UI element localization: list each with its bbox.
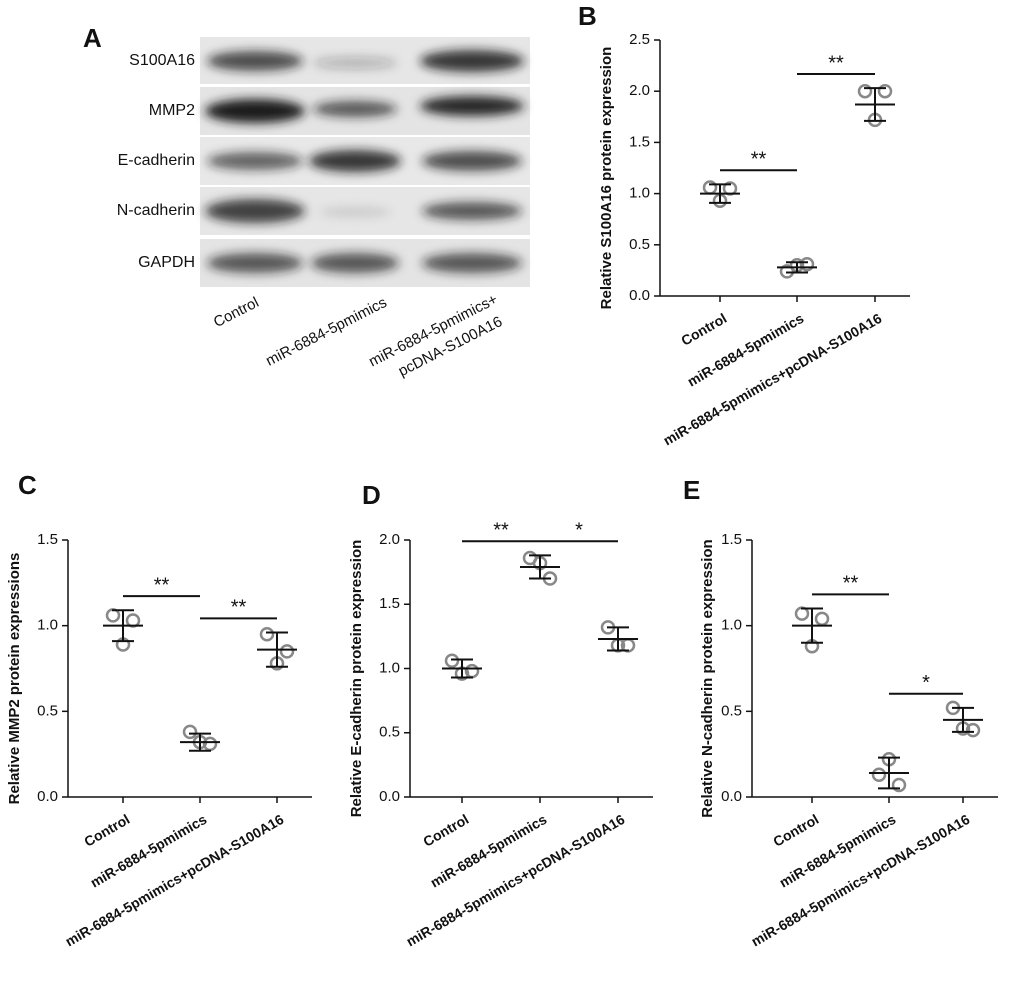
significance-label: ** (154, 574, 170, 596)
y-tick-label: 0.5 (721, 702, 742, 719)
data-point (444, 653, 460, 669)
band (207, 152, 303, 170)
band (207, 253, 303, 273)
row-label: S100A16 (129, 52, 195, 69)
data-point (279, 644, 295, 659)
significance-label: ** (843, 573, 859, 595)
y-tick-label: 2.0 (379, 531, 400, 548)
band (420, 96, 524, 116)
lane-label: Control (211, 294, 262, 331)
error-bar (786, 261, 808, 274)
row-label: GAPDH (138, 254, 195, 271)
significance-label: ** (828, 52, 844, 74)
y-axis-label: Relative MMP2 protein expressions (6, 553, 23, 805)
y-tick-label: 0.5 (379, 724, 400, 741)
band (422, 151, 522, 171)
y-tick-label: 0.0 (721, 788, 742, 805)
band (313, 101, 397, 117)
error-bar (878, 756, 900, 790)
significance-label: ** (231, 597, 247, 619)
band (205, 99, 305, 123)
y-tick-label: 0.5 (37, 702, 58, 719)
y-tick-label: 1.5 (37, 531, 58, 548)
error-bar (189, 732, 211, 752)
row-label: N-cadherin (117, 202, 195, 219)
data-point (871, 767, 887, 782)
x-tick-label: Control (81, 811, 132, 850)
error-bar (529, 554, 551, 580)
band (309, 150, 401, 172)
y-tick-label: 0.5 (629, 236, 650, 253)
band (422, 253, 522, 273)
data-point (259, 626, 275, 642)
significance-label: * (922, 672, 930, 694)
y-tick-label: 2.0 (629, 82, 650, 99)
error-bar (801, 607, 823, 644)
x-tick-label: Control (420, 811, 471, 850)
row-label: E-cadherin (118, 152, 195, 169)
y-axis-label: Relative E-cadherin protein expression (348, 540, 365, 818)
panel-label: A (83, 23, 102, 53)
x-tick-label: Control (678, 310, 729, 349)
significance-label: ** (751, 149, 767, 171)
band (207, 51, 303, 71)
error-bar (952, 706, 974, 733)
panel-label: E (683, 475, 700, 505)
y-tick-label: 1.5 (629, 133, 650, 150)
row-label: MMP2 (149, 102, 195, 119)
significance-label: ** (493, 520, 509, 542)
band (422, 202, 522, 220)
y-axis-label: Relative S100A16 protein expression (598, 47, 615, 310)
band (205, 199, 305, 223)
band (311, 253, 399, 273)
blot-bands (205, 50, 524, 273)
data-point (891, 777, 907, 793)
data-point (814, 611, 830, 627)
y-tick-label: 1.5 (721, 531, 742, 548)
error-bar (451, 658, 473, 679)
data-point (702, 180, 718, 195)
panel-label: B (578, 1, 597, 31)
panel-label: C (18, 470, 37, 500)
data-point (182, 724, 198, 740)
data-point (799, 257, 815, 272)
western-blot: A S100A16 MMP2 E- (83, 23, 530, 380)
y-tick-label: 1.0 (379, 659, 400, 676)
y-tick-label: 1.5 (379, 595, 400, 612)
error-bar (266, 631, 288, 668)
data-point (857, 83, 873, 99)
error-bar (112, 609, 134, 643)
y-tick-label: 1.0 (37, 617, 58, 634)
data-point (877, 83, 893, 99)
y-tick-label: 1.0 (629, 185, 650, 202)
y-tick-label: 1.0 (721, 617, 742, 634)
error-bar (709, 183, 731, 204)
y-tick-label: 0.0 (379, 788, 400, 805)
band (313, 57, 397, 69)
y-tick-label: 0.0 (37, 788, 58, 805)
y-axis-label: Relative N-cadherin protein expression (699, 539, 716, 817)
error-bar (607, 626, 629, 652)
significance-label: * (575, 520, 583, 542)
y-tick-label: 0.0 (629, 287, 650, 304)
data-point (779, 264, 795, 279)
data-point (965, 722, 981, 738)
band (319, 207, 391, 217)
error-bar (864, 87, 886, 122)
band (420, 50, 524, 72)
x-tick-label: Control (770, 811, 821, 850)
panel-label: D (362, 480, 381, 510)
y-tick-label: 2.5 (629, 31, 650, 48)
